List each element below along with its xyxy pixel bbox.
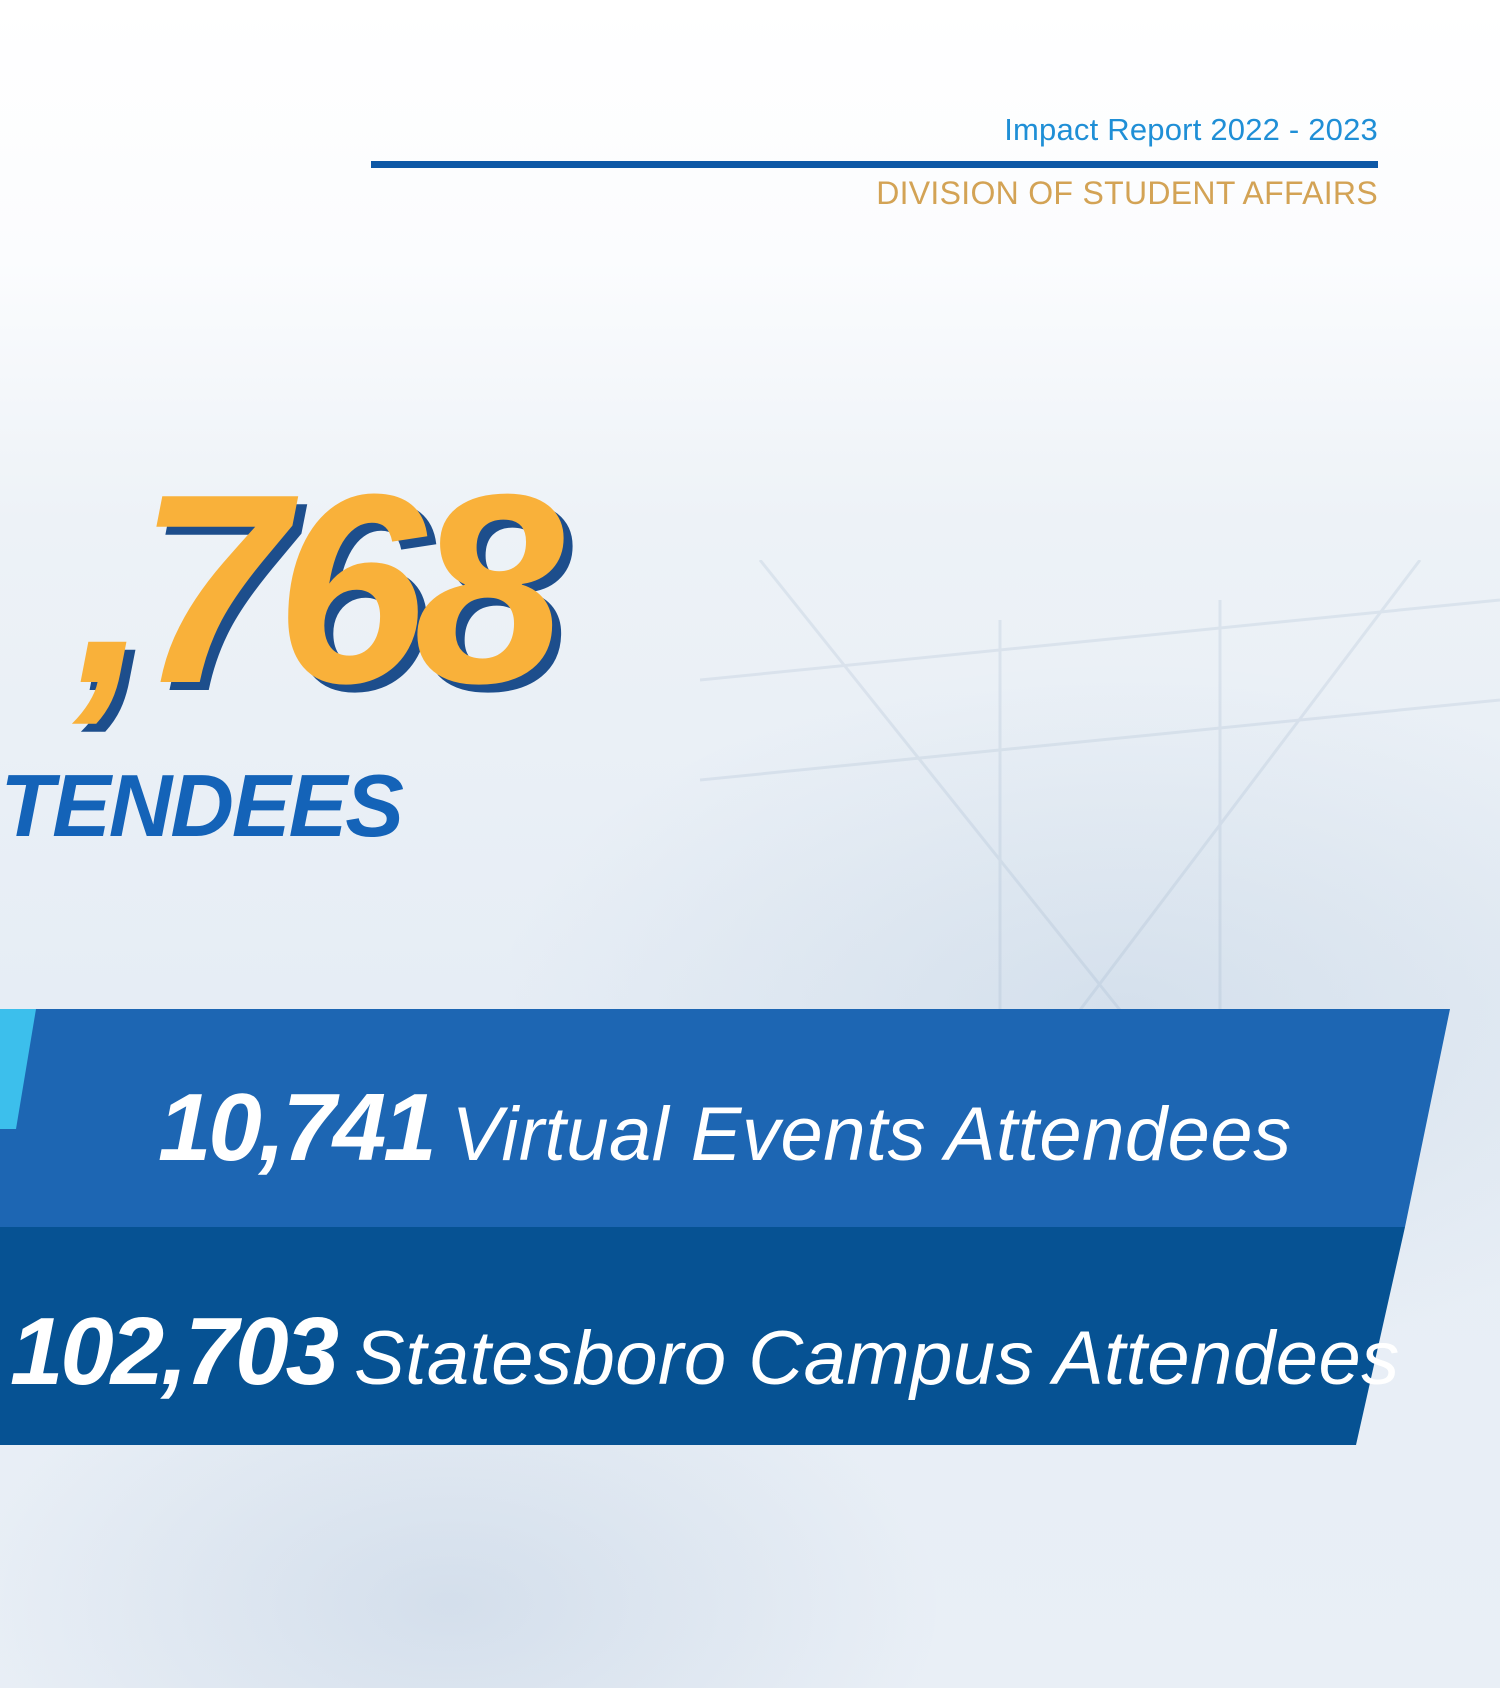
campus-attendees-stat: 102,703 Statesboro Campus Attendees xyxy=(10,1304,1400,1400)
virtual-attendees-stat: 10,741 Virtual Events Attendees xyxy=(158,1080,1292,1176)
band-campus xyxy=(0,1227,1405,1445)
virtual-attendees-value: 10,741 xyxy=(158,1074,437,1181)
division-name: DIVISION OF STUDENT AFFAIRS xyxy=(876,175,1378,211)
band-accent-tab xyxy=(0,1009,36,1129)
header-divider xyxy=(371,161,1378,168)
campus-attendees-value: 102,703 xyxy=(10,1298,339,1405)
campus-attendees-label: Statesboro Campus Attendees xyxy=(354,1316,1400,1401)
report-header: Impact Report 2022 - 2023 xyxy=(1004,112,1378,148)
virtual-attendees-label: Virtual Events Attendees xyxy=(451,1092,1292,1177)
arena-rafters-image xyxy=(700,560,1500,1010)
report-title: Impact Report 2022 - 2023 xyxy=(1004,112,1378,147)
total-attendees-number: ,768 xyxy=(74,439,564,740)
band-virtual xyxy=(0,1009,1450,1227)
total-attendees-label: TENDEES xyxy=(0,756,404,855)
attendee-breakdown-bands xyxy=(0,1009,1450,1445)
